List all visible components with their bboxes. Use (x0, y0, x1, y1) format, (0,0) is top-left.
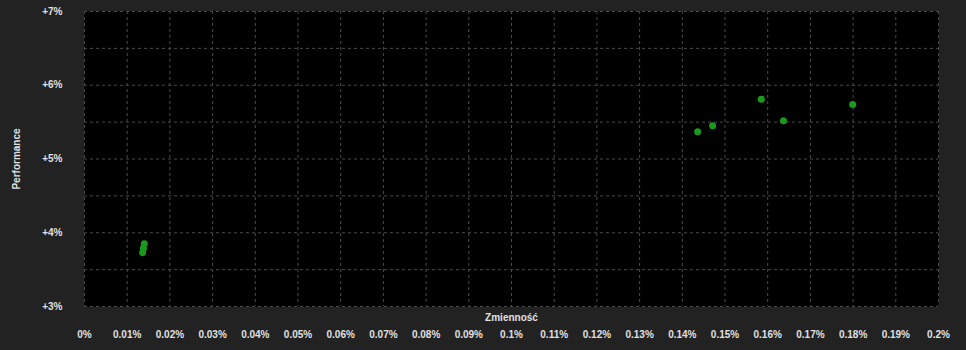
svg-text:0.1%: 0.1% (500, 329, 523, 340)
svg-text:0.13%: 0.13% (625, 329, 653, 340)
svg-text:+7%: +7% (42, 6, 62, 17)
svg-text:0.02%: 0.02% (156, 329, 184, 340)
svg-text:0.01%: 0.01% (113, 329, 141, 340)
svg-text:0.04%: 0.04% (241, 329, 269, 340)
svg-text:Zmienność: Zmienność (485, 312, 538, 323)
svg-text:0.15%: 0.15% (711, 329, 739, 340)
svg-text:+4%: +4% (42, 227, 62, 238)
svg-text:Performance: Performance (11, 128, 22, 190)
svg-text:0%: 0% (77, 329, 92, 340)
svg-text:+3%: +3% (42, 301, 62, 312)
svg-text:0.2%: 0.2% (927, 329, 950, 340)
svg-text:0.19%: 0.19% (882, 329, 910, 340)
svg-text:0.09%: 0.09% (455, 329, 483, 340)
svg-text:+5%: +5% (42, 153, 62, 164)
svg-text:0.12%: 0.12% (583, 329, 611, 340)
svg-text:0.08%: 0.08% (412, 329, 440, 340)
svg-text:0.07%: 0.07% (369, 329, 397, 340)
svg-text:0.16%: 0.16% (754, 329, 782, 340)
svg-text:0.11%: 0.11% (540, 329, 568, 340)
svg-text:0.17%: 0.17% (796, 329, 824, 340)
svg-text:0.03%: 0.03% (198, 329, 226, 340)
svg-text:+6%: +6% (42, 79, 62, 90)
svg-text:0.18%: 0.18% (839, 329, 867, 340)
svg-text:0.06%: 0.06% (327, 329, 355, 340)
svg-text:0.05%: 0.05% (284, 329, 312, 340)
svg-text:0.14%: 0.14% (668, 329, 696, 340)
